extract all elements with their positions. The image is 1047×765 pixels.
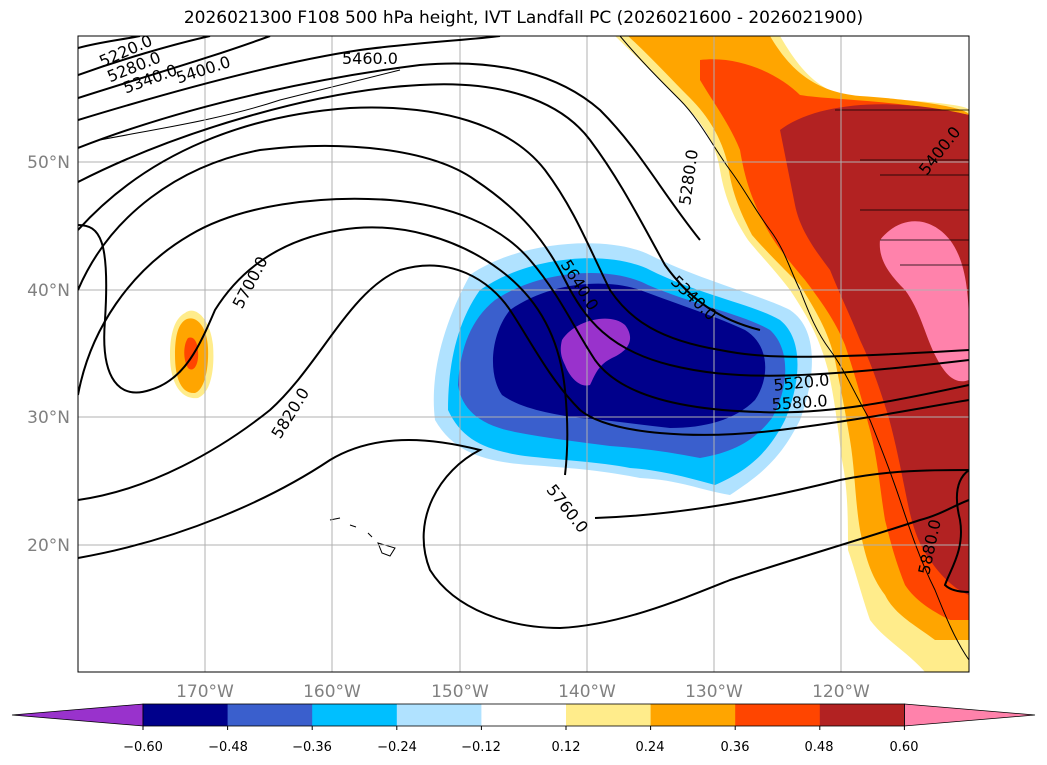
positive-ivt-shading <box>615 36 969 672</box>
lat-tick-labels: 50°N 40°N 30°N 20°N <box>27 153 70 556</box>
colorbar-tick-label: 0.60 <box>890 740 919 755</box>
colorbar-tick-label: −0.24 <box>377 740 417 755</box>
colorbar-tick-label: 0.12 <box>552 740 581 755</box>
colorbar-segment <box>735 704 821 726</box>
lon-tick-label: 160°W <box>303 682 361 702</box>
colorbar <box>11 703 1036 730</box>
colorbar-segment <box>650 704 736 726</box>
colorbar-segment <box>312 704 398 726</box>
colorbar-segment <box>481 704 567 726</box>
colorbar-segment <box>143 704 229 726</box>
lon-tick-label: 150°W <box>431 682 489 702</box>
lon-tick-label: 130°W <box>685 682 743 702</box>
contour-label: 5580.0 <box>771 391 828 414</box>
lat-tick-label: 30°N <box>27 408 70 428</box>
colorbar-tick-label: −0.48 <box>208 740 248 755</box>
colorbar-tick-label: 0.48 <box>805 740 834 755</box>
lat-tick-label: 50°N <box>27 153 70 173</box>
colorbar-frame <box>142 703 905 727</box>
colorbar-tick-label: −0.60 <box>123 740 163 755</box>
colorbar-tick-label: 0.36 <box>721 740 750 755</box>
negative-ivt-shading <box>433 243 812 495</box>
map-title: 2026021300 F108 500 hPa height, IVT Land… <box>183 8 864 28</box>
colorbar-tick-label: 0.24 <box>636 740 665 755</box>
lon-tick-label: 120°W <box>812 682 870 702</box>
colorbar-segment <box>227 704 313 726</box>
lon-tick-labels: 170°W 160°W 150°W 140°W 130°W 120°W <box>176 682 870 702</box>
colorbar-segment <box>819 704 905 726</box>
colorbar-extend-max <box>904 703 1036 727</box>
colorbar-extend-min <box>11 703 144 727</box>
lon-tick-label: 140°W <box>558 682 616 702</box>
colorbar-tick-labels: −0.60 −0.48 −0.36 −0.24 −0.12 0.12 0.24 … <box>123 740 918 755</box>
lat-tick-label: 20°N <box>27 536 70 556</box>
map-frame <box>77 35 970 673</box>
colorbar-tick-label: −0.36 <box>292 740 332 755</box>
positive-ivt-blob-170w <box>170 310 214 399</box>
gridlines <box>78 36 969 672</box>
contour-label: 5460.0 <box>342 49 398 68</box>
colorbar-tick-label: −0.12 <box>461 740 501 755</box>
lon-tick-label: 170°W <box>176 682 234 702</box>
colorbar-segment <box>396 704 482 726</box>
height-contours <box>78 36 969 630</box>
coastlines <box>99 36 969 661</box>
lat-tick-label: 40°N <box>27 281 70 301</box>
map-plot-area: 5220.0 5280.0 5340.0 5400.0 5460.0 5700.… <box>78 36 969 672</box>
colorbar-segment <box>566 704 652 726</box>
